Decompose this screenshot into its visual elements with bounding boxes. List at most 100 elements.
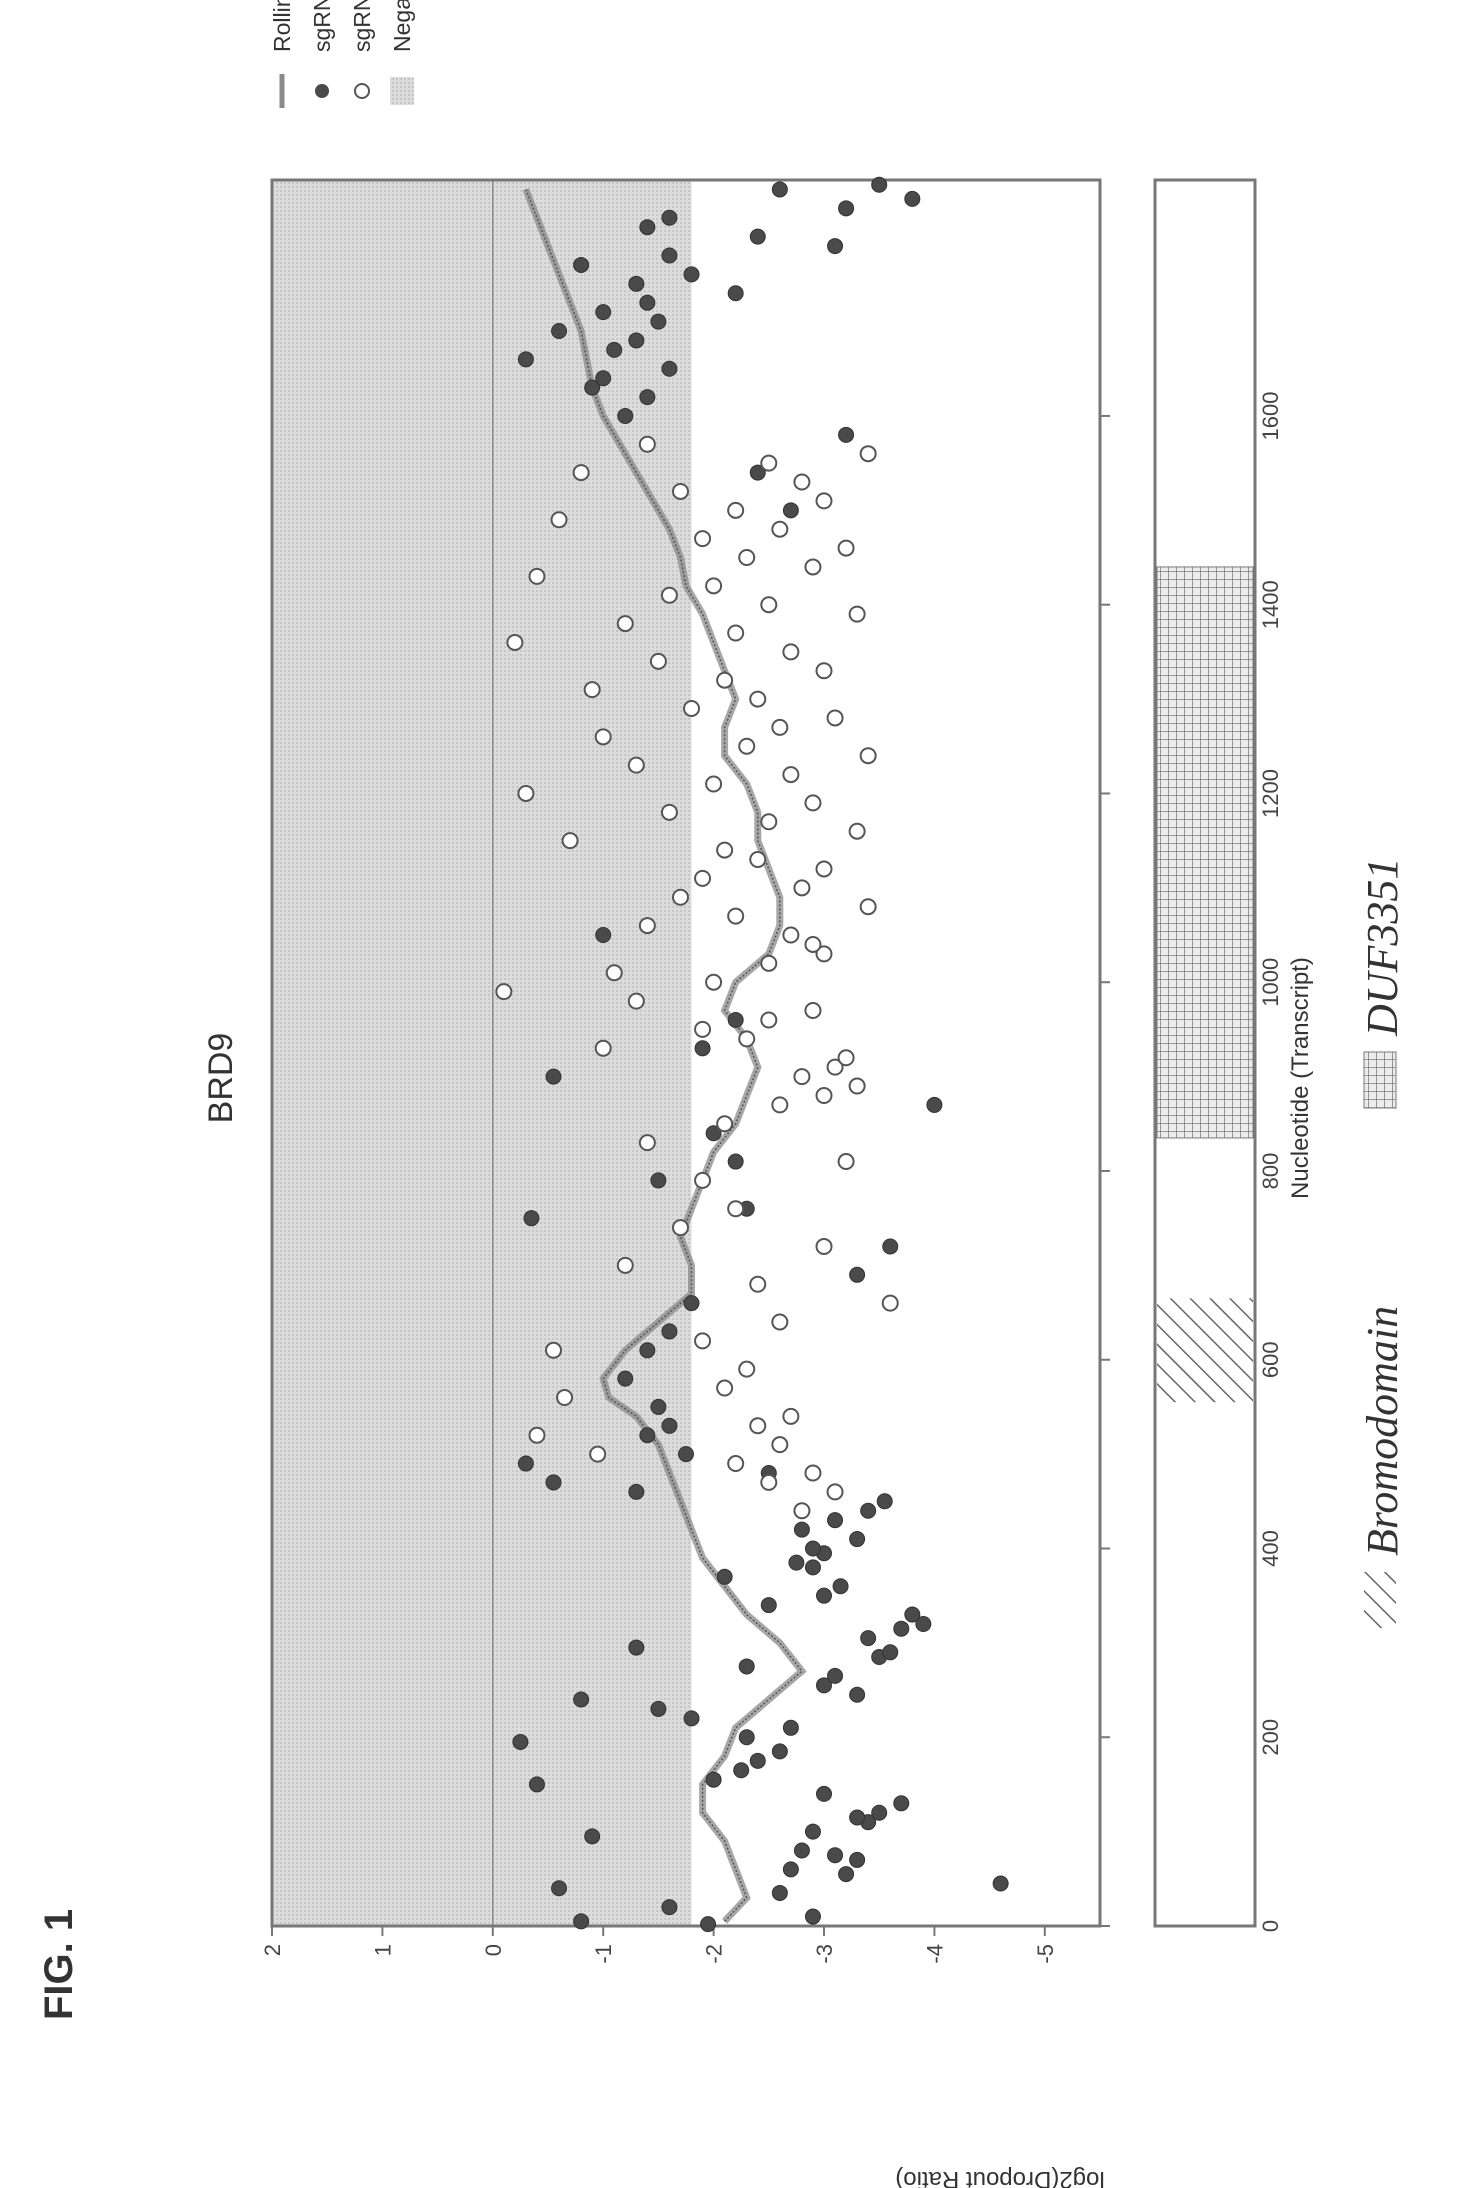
outside-pfam-point <box>788 1554 805 1571</box>
outside-pfam-point <box>661 209 678 226</box>
domain-key: Bromodomain DUF3351 <box>1358 858 1407 1628</box>
outside-pfam-point <box>528 1776 545 1793</box>
chart-group: BRD9 2 1 0 -1 -2 -3 -4 -5 0 200 400 600 800 1000 1200… <box>202 0 1407 2188</box>
x-tick-label: 600 <box>1258 1341 1283 1378</box>
inside-pfam-point <box>638 435 656 453</box>
outside-pfam-point <box>849 1686 866 1703</box>
inside-pfam-point <box>782 926 800 944</box>
outside-pfam-point <box>512 1733 529 1750</box>
inside-pfam-point <box>738 549 756 567</box>
inside-pfam-point <box>583 681 601 699</box>
outside-pfam-point <box>860 1630 877 1647</box>
outside-pfam-point <box>838 1866 855 1883</box>
inside-pfam-point <box>545 1341 563 1359</box>
outside-pfam-point <box>849 1266 866 1283</box>
outside-pfam-point <box>782 1861 799 1878</box>
outside-pfam-point <box>749 1752 766 1769</box>
inside-pfam-point <box>771 718 789 736</box>
inside-pfam-point <box>760 596 778 614</box>
inside-pfam-point <box>556 1388 574 1406</box>
y-axis-ticks: 2 1 0 -1 -2 -3 -4 -5 <box>260 1926 1058 1964</box>
outside-pfam-point <box>523 1210 540 1227</box>
inside-pfam-point <box>760 454 778 472</box>
y-tick-label: 2 <box>260 1944 285 1956</box>
inside-pfam-point <box>727 1455 745 1473</box>
outside-pfam-point <box>893 1795 910 1812</box>
outside-pfam-point <box>838 426 855 443</box>
bromodomain-key-label: Bromodomain <box>1358 1306 1407 1556</box>
inside-pfam-point <box>694 530 712 548</box>
inside-pfam-point <box>716 671 734 689</box>
inside-pfam-point <box>649 652 667 670</box>
inside-pfam-point <box>517 784 535 802</box>
outside-pfam-point <box>716 1568 733 1585</box>
outside-pfam-point <box>782 502 799 519</box>
y-tick-label: -1 <box>591 1944 616 1964</box>
plot-frame <box>270 178 1102 1928</box>
outside-pfam-point <box>771 1743 788 1760</box>
inside-pfam-point <box>848 1077 866 1095</box>
inside-pfam-point <box>594 728 612 746</box>
inside-pfam-point <box>815 662 833 680</box>
outside-pfam-point <box>849 1531 866 1548</box>
outside-pfam-point <box>816 1785 832 1802</box>
x-tick-label: 400 <box>1258 1530 1283 1567</box>
outside-pfam-point <box>804 1823 821 1840</box>
outside-pfam-point <box>661 1899 678 1916</box>
outside-pfam-point <box>871 1804 888 1821</box>
legend-label: sgRNA outside PFAM Domain <box>309 0 335 52</box>
outside-pfam-point <box>639 294 656 311</box>
domain-track-frame <box>1153 178 1257 1928</box>
outside-pfam-point <box>882 1238 899 1255</box>
outside-pfam-point <box>915 1615 932 1632</box>
y-tick-label: -4 <box>922 1944 947 1964</box>
legend-filled-swatch <box>315 84 329 98</box>
inside-pfam-point <box>638 1134 656 1152</box>
inside-pfam-point <box>837 1153 855 1171</box>
duf-key-label: DUF3351 <box>1358 858 1407 1037</box>
inside-pfam-point <box>826 1483 844 1501</box>
rolling-average-line-core <box>525 189 803 1922</box>
outside-pfam-point <box>628 275 645 292</box>
y-tick-label: -3 <box>812 1944 837 1964</box>
inside-pfam-point <box>705 775 723 793</box>
inside-pfam-point <box>881 1294 899 1312</box>
outside-pfam-point <box>749 228 766 245</box>
inside-pfam-point <box>815 945 833 963</box>
bromodomain-region <box>1157 1298 1253 1403</box>
outside-pfam-point <box>551 1880 568 1897</box>
outside-pfam-point <box>661 247 678 264</box>
inside-pfam-point <box>826 1058 844 1076</box>
outside-pfam-point <box>727 1011 744 1028</box>
duf-key-swatch <box>1363 1051 1397 1109</box>
outside-pfam-point <box>584 379 601 396</box>
outside-pfam-point <box>816 1677 832 1694</box>
inside-pfam-point <box>793 1502 811 1520</box>
outside-pfam-point <box>661 360 678 377</box>
legend: Rolling Average (150nt) sgRNA outside PFA… <box>269 0 415 108</box>
inside-pfam-point <box>528 567 546 585</box>
inside-pfam-point <box>815 492 833 510</box>
negative-control-band <box>272 180 692 1926</box>
inside-pfam-point <box>671 1219 689 1237</box>
inside-pfam-point <box>837 1049 855 1067</box>
outside-pfam-point <box>827 1847 844 1864</box>
inside-pfam-point <box>859 747 877 765</box>
inside-pfam-point <box>826 709 844 727</box>
outside-pfam-point <box>595 370 612 387</box>
inside-pfam-point <box>782 643 800 661</box>
outside-pfam-point <box>804 1559 821 1576</box>
outside-pfam-point <box>876 1493 893 1510</box>
outside-pfam-point <box>545 1068 562 1085</box>
outside-pfam-point <box>849 1851 866 1868</box>
outside-pfam-point <box>700 1916 717 1933</box>
outside-pfam-point <box>904 190 921 207</box>
inside-pfam-point <box>694 1020 712 1038</box>
outside-pfam-point <box>678 1446 694 1463</box>
inside-pfam-point <box>705 973 723 991</box>
outside-pfam-point <box>584 1828 601 1845</box>
inside-pfam-point <box>705 577 723 595</box>
outside-pfam-point <box>639 219 656 236</box>
outside-pfam-point <box>705 1125 722 1142</box>
